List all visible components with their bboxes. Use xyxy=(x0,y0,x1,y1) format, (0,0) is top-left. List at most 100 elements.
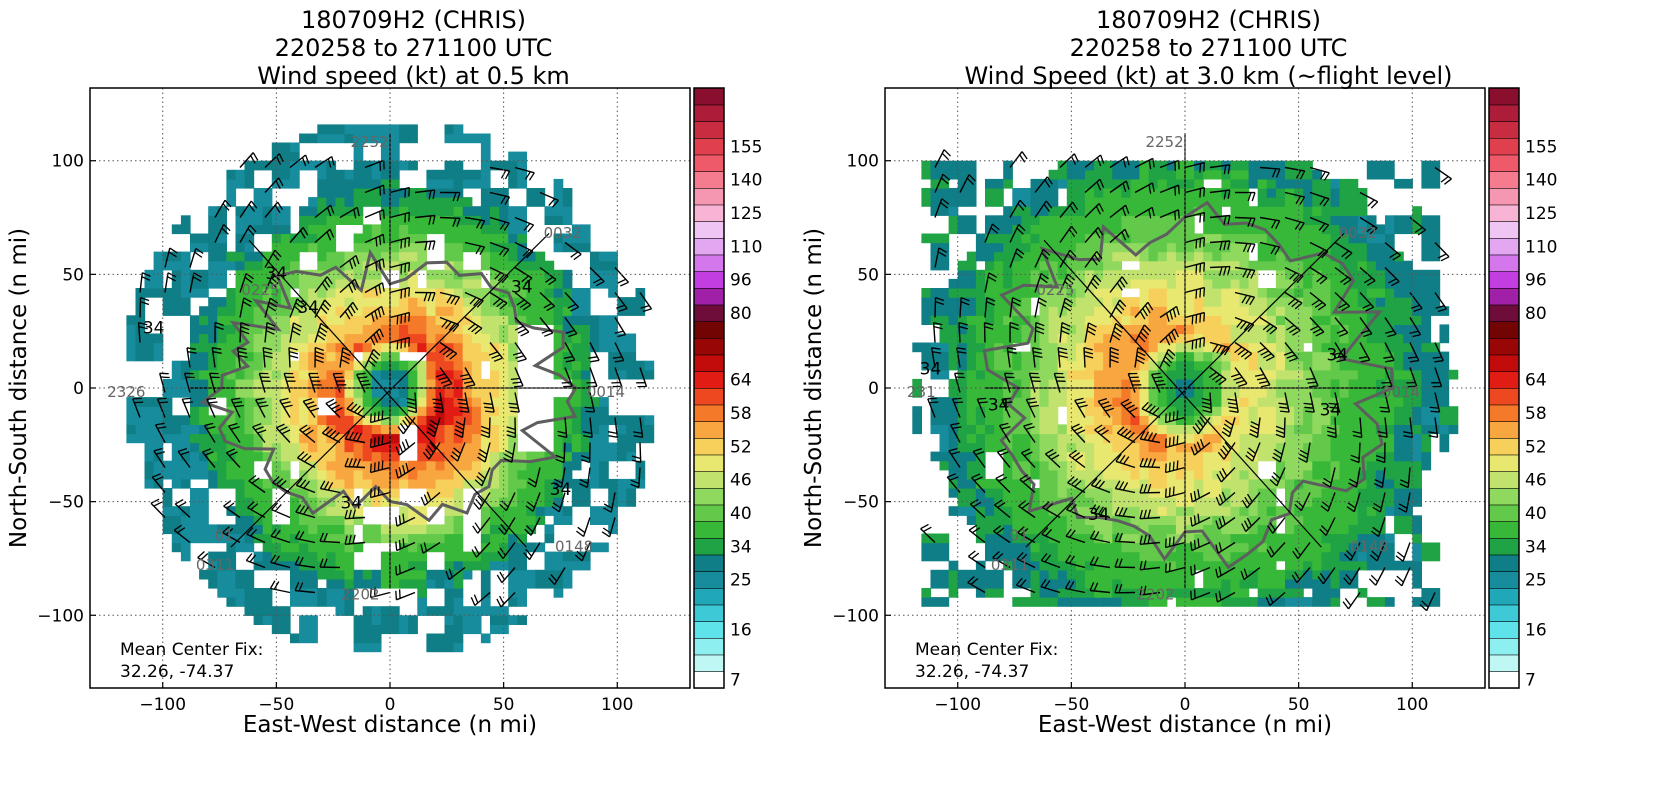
wind-cell xyxy=(1239,388,1250,398)
wind-cell xyxy=(380,624,391,635)
wind-cell xyxy=(426,224,437,235)
wind-cell xyxy=(1257,524,1268,535)
wind-cell xyxy=(1275,233,1286,244)
wind-cell xyxy=(580,297,591,307)
wind-cell xyxy=(1157,342,1168,353)
wind-cell xyxy=(344,124,355,135)
wind-cell xyxy=(1057,433,1068,444)
wind-cell xyxy=(480,215,491,225)
wind-barb xyxy=(639,367,648,387)
wind-cell xyxy=(471,169,482,180)
wind-barb-flag xyxy=(543,302,553,309)
wind-cell xyxy=(508,397,518,407)
wind-cell xyxy=(235,578,246,589)
wind-cell xyxy=(226,251,237,262)
wind-barb-flag xyxy=(504,449,514,455)
wind-barb xyxy=(174,503,191,519)
wind-cell xyxy=(1012,542,1022,553)
wind-cell xyxy=(235,460,246,471)
wind-cell xyxy=(939,424,950,435)
wind-cell xyxy=(326,242,337,253)
wind-cell xyxy=(480,351,491,362)
wind-cell xyxy=(1039,451,1050,462)
wind-cell xyxy=(1157,597,1168,607)
wind-cell xyxy=(362,442,373,453)
wind-cell xyxy=(1094,351,1104,362)
wind-cell xyxy=(226,351,237,362)
wind-barb-flag xyxy=(408,262,411,272)
wind-cell xyxy=(480,451,491,462)
wind-barb xyxy=(203,425,216,443)
wind-cell xyxy=(208,215,218,225)
wind-cell xyxy=(1112,160,1122,171)
wind-cell xyxy=(1094,515,1104,525)
wind-cell xyxy=(380,288,391,298)
wind-cell xyxy=(444,497,455,507)
wind-cell xyxy=(1203,324,1213,335)
wind-cell xyxy=(1185,551,1195,562)
wind-cell xyxy=(975,278,986,289)
wind-barb-flag xyxy=(630,479,640,485)
wind-cell xyxy=(948,406,959,416)
wind-cell xyxy=(362,197,373,207)
wind-cell xyxy=(280,460,291,471)
wind-cell xyxy=(957,160,968,171)
wind-cell xyxy=(1239,178,1250,189)
wind-cell xyxy=(535,578,546,589)
wind-barb xyxy=(189,248,197,268)
wind-cell xyxy=(253,315,264,325)
wind-cell xyxy=(380,469,391,480)
wind-cell xyxy=(380,215,391,225)
wind-cell xyxy=(435,342,446,353)
wind-cell xyxy=(426,306,437,316)
wind-cell xyxy=(1203,460,1213,471)
wind-cell xyxy=(580,242,591,253)
wind-cell xyxy=(326,342,337,353)
wind-cell xyxy=(262,497,273,507)
wind-cell xyxy=(1194,506,1204,516)
wind-barb-flag xyxy=(370,336,376,346)
wind-cell xyxy=(462,360,473,371)
wind-barb xyxy=(339,254,357,269)
wind-cell xyxy=(480,297,491,307)
wind-barb-flag xyxy=(332,432,340,440)
wind-cell xyxy=(335,469,346,480)
wind-cell xyxy=(371,478,382,489)
wind-barb-flag xyxy=(407,409,417,414)
wind-barb-flag xyxy=(274,503,282,512)
wind-cell xyxy=(435,415,446,425)
wind-cell xyxy=(226,469,237,480)
wind-barb-flag xyxy=(250,200,258,209)
wind-barb xyxy=(560,467,566,488)
wind-cell xyxy=(1103,188,1113,198)
wind-cell xyxy=(1275,197,1286,207)
wind-cell xyxy=(299,533,309,544)
wind-cell xyxy=(299,324,309,335)
wind-cell xyxy=(1185,424,1195,435)
wind-cell xyxy=(517,178,527,189)
wind-cell xyxy=(1239,297,1250,307)
wind-barb-flag xyxy=(378,260,382,270)
wind-cell xyxy=(1085,178,1095,189)
wind-cell xyxy=(335,315,346,325)
wind-cell xyxy=(1066,469,1077,480)
wind-cell xyxy=(335,342,346,353)
wind-cell xyxy=(508,342,518,353)
wind-barb xyxy=(295,511,316,519)
wind-cell xyxy=(1130,533,1141,544)
wind-cell xyxy=(199,369,209,380)
wind-cell xyxy=(1203,478,1213,489)
wind-cell xyxy=(562,351,573,362)
wind-barb xyxy=(396,541,416,552)
wind-cell xyxy=(948,415,959,425)
wind-barb-flag xyxy=(353,209,357,219)
wind-cell xyxy=(417,515,427,525)
wind-cell xyxy=(217,260,227,271)
wind-cell xyxy=(1139,506,1150,516)
wind-barb-flag xyxy=(132,397,142,400)
wind-cell xyxy=(1248,160,1259,171)
wind-cell xyxy=(1257,406,1268,416)
wind-cell xyxy=(1121,160,1132,171)
wind-cell xyxy=(1139,178,1150,189)
wind-cell xyxy=(317,378,327,389)
